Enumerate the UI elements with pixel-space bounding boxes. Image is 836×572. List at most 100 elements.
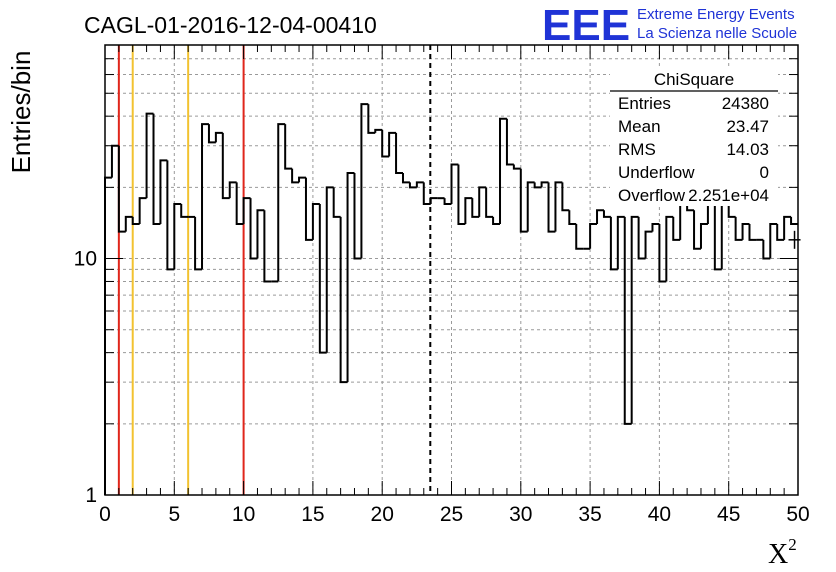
stat-value-mean: 23.47 [726,117,769,136]
histogram-bin [485,187,494,218]
stats-box: ChiSquare Entries 24380 Mean 23.47 RMS 1… [610,66,778,206]
histogram-bin [311,203,320,240]
histogram-bin [360,103,369,259]
histogram-bin [284,124,293,170]
y-axis-label: Entries/bin [6,51,36,174]
histogram-bin [616,215,625,270]
histogram-bin [658,223,667,283]
histogram-bin [214,131,223,143]
histogram-bin [519,168,528,233]
histogram-bin [630,215,639,424]
histogram-bin [395,132,403,175]
stat-label-underflow: Underflow [618,163,695,182]
histogram-bin [263,210,272,283]
x-tick-label: 50 [786,503,809,526]
x-tick-label: 25 [440,503,463,526]
x-tick-label: 20 [371,503,394,526]
histogram-bin [291,168,300,184]
marker-lines [117,45,432,495]
x-tick-label: 0 [99,503,111,526]
stats-box-background [610,66,778,206]
histogram-series [104,103,801,495]
histogram-bin [124,215,133,232]
stat-value-underflow: 0 [760,163,769,182]
histogram-bin [651,222,660,232]
histogram-bin [512,164,521,170]
histogram-bin [422,182,431,206]
histogram-bin [415,181,424,188]
histogram-bin [194,216,203,271]
histogram-bin [499,117,507,224]
histogram-bin [339,216,348,384]
histogram-bin [450,163,459,205]
histogram-bin [166,160,175,271]
histogram-bin [734,216,743,241]
histogram-bin [318,204,327,354]
histogram-bin [609,216,618,271]
x-tick-label: 15 [301,503,324,526]
histogram-bin [561,182,570,212]
histogram-bin [783,215,792,240]
histogram-bin [374,128,383,133]
x-tick-label: 35 [578,503,601,526]
stat-label-rms: RMS [618,140,656,159]
x-tick-label: 5 [168,503,180,526]
histogram-bin [304,177,313,241]
histogram-bin [131,216,140,225]
histogram-bin [637,216,646,260]
histogram-bin [748,223,757,241]
axis-ticks [104,44,799,496]
x-tick-label: 45 [717,503,740,526]
chart-title: CAGL-01-2016-12-04-00410 [84,12,377,38]
x-tick-label: 30 [509,503,532,526]
histogram-bin [235,182,244,225]
histogram-bin [152,113,161,225]
logo-mark: EEE [542,1,630,50]
histogram-bin [332,187,341,218]
histogram-bin [388,131,397,157]
logo-line-2: La Scienza nelle Scuole [637,25,797,42]
histogram-bin [492,216,501,225]
stat-label-entries: Entries [618,94,671,113]
histogram-bin [547,182,556,233]
histogram-bin [699,222,708,249]
histogram-bin [533,182,542,189]
stats-header: ChiSquare [654,70,734,89]
histogram-bin [117,145,126,233]
histogram-bin [790,216,798,225]
y-tick-label: 10 [74,248,97,271]
histogram-bin [589,222,598,249]
histogram-bin [221,132,230,200]
stat-label-overflow: Overflow [618,186,686,205]
histogram-bin [644,230,653,259]
eee-logo: EEE Extreme Energy Events La Scienza nel… [542,1,797,50]
histogram-bin [665,215,674,282]
histogram-bin [180,204,189,218]
stat-value-entries: 24380 [722,94,769,113]
histogram-bin [249,198,258,260]
histogram-bin [138,197,147,224]
histogram-bin [568,210,577,225]
histogram-bin [346,172,355,383]
histogram-bin [776,223,785,241]
histogram-bin [401,173,410,184]
histogram-bin [540,181,549,188]
logo-line-1: Extreme Energy Events [637,6,795,23]
histogram-bin [464,197,473,224]
histogram-bin [277,123,286,282]
histogram-bin [173,203,182,270]
histogram-bin [256,209,265,259]
histogram-bin [353,173,362,260]
stat-value-rms: 14.03 [726,140,769,159]
y-tick-labels: 1 10 [74,248,97,507]
histogram-bin [762,239,771,260]
histogram-bin [228,181,237,199]
histogram-bin [201,123,209,270]
x-tick-labels: 0 5 10 15 20 25 30 35 40 45 50 [99,503,810,526]
histogram-bin [242,197,251,224]
histogram-bin [741,222,750,240]
histogram-bin [367,104,376,134]
histogram-bin [457,164,466,225]
histogram-bin [693,210,701,250]
histogram-bin [623,216,632,425]
